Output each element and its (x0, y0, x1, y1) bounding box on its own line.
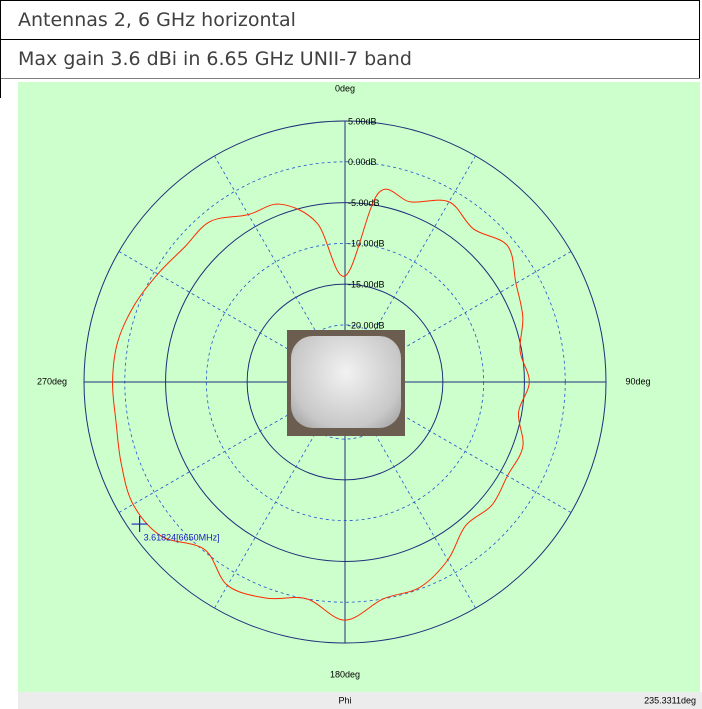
x-label: Phi (338, 695, 351, 705)
page: Phi 235.3311deg 0deg 90deg 180deg 270deg 5.0… (0, 0, 702, 709)
access-point (291, 336, 401, 428)
status-text: 235.3311deg (644, 695, 696, 705)
r-tick-label: 5.00dB (348, 116, 377, 126)
r-tick-label: -15.00dB (348, 280, 385, 290)
header-line: Max gain 3.6 dBi in 6.65 GHz UNII-7 band (0, 39, 700, 78)
r-tick-label: -10.00dB (348, 239, 385, 249)
theta-tick-label: 270deg (37, 376, 67, 386)
marker-label: 3.61824[6650MHz] (144, 532, 220, 542)
theta-tick-label: 90deg (625, 376, 650, 386)
product-photo (287, 330, 405, 436)
r-tick-label: 0.00dB (348, 157, 377, 167)
status-bar (18, 692, 702, 709)
theta-tick-label: 0deg (335, 83, 355, 93)
theta-tick-label: 180deg (330, 669, 360, 679)
r-tick-label: -20.00dB (348, 320, 385, 330)
header-line: Antennas 2, 6 GHz horizontal (0, 0, 700, 39)
